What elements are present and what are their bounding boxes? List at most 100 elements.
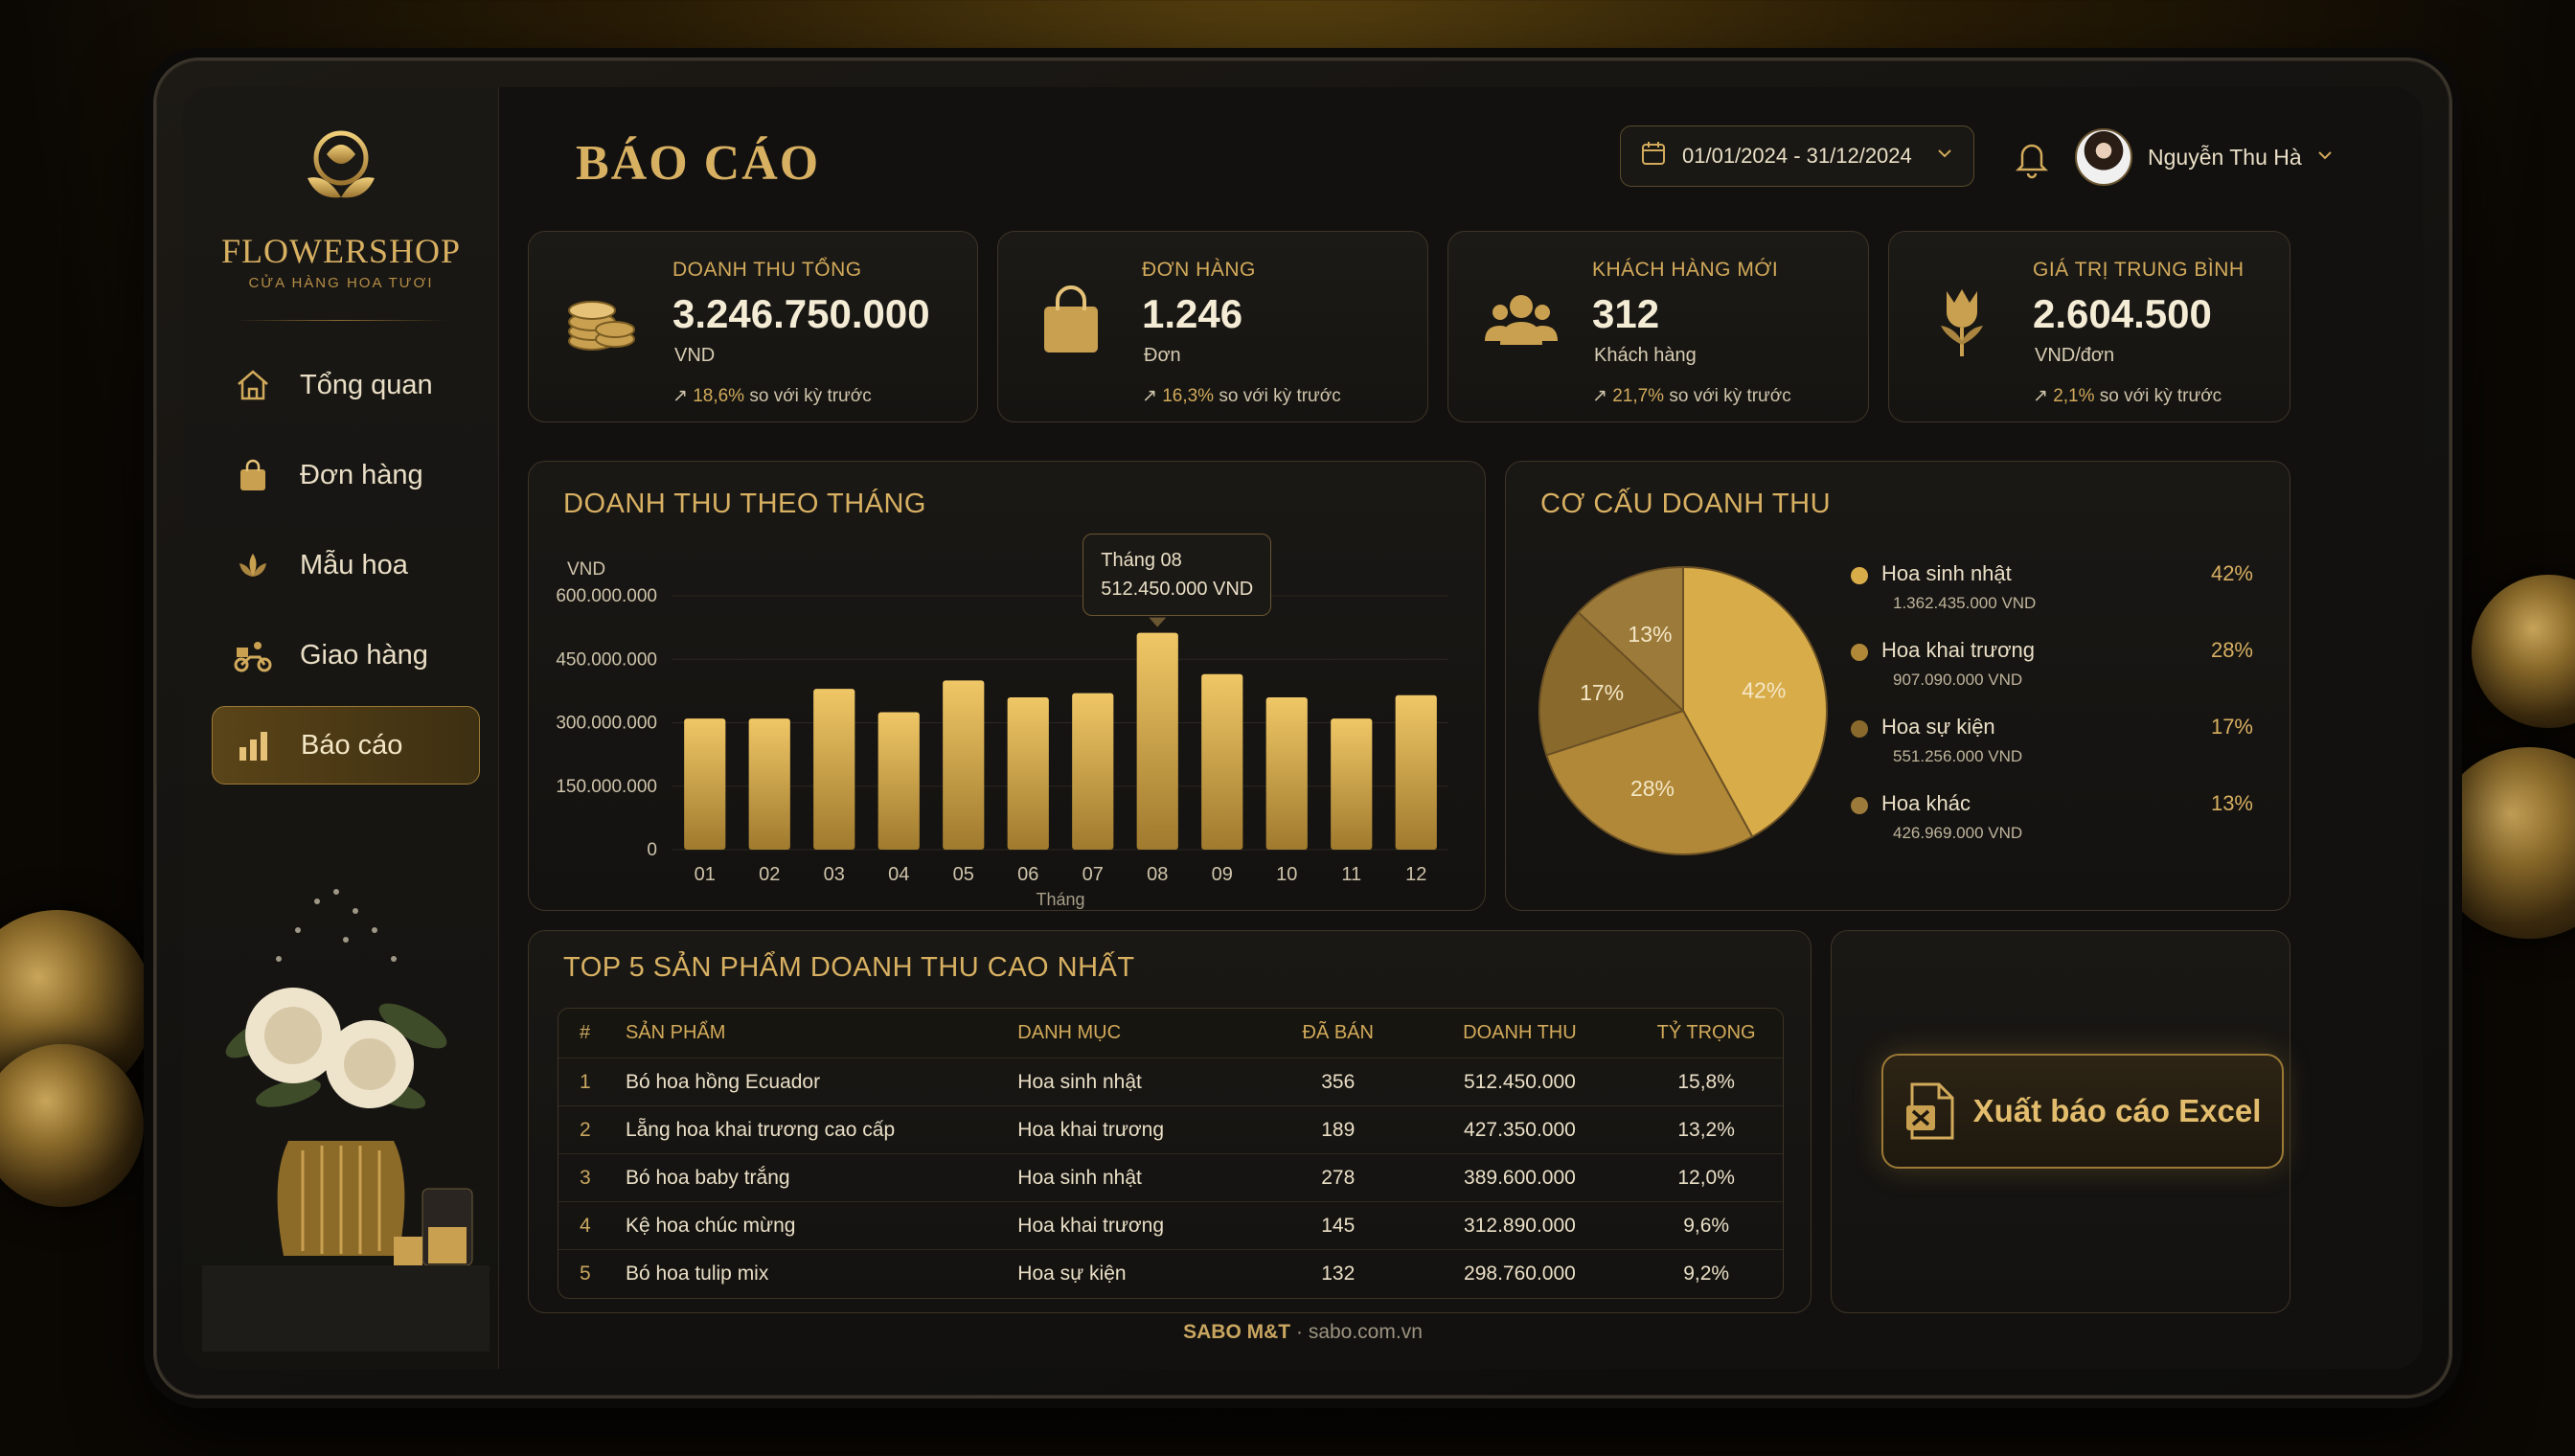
y-tick-label: 450.000.000	[556, 649, 657, 670]
legend-swatch	[1851, 797, 1868, 814]
rose-decoration	[0, 1044, 144, 1207]
x-tick-label: 12	[1405, 864, 1426, 885]
date-range-picker[interactable]: 01/01/2024 - 31/12/2024	[1620, 125, 1974, 187]
column-header: SẢN PHẨM	[625, 1022, 726, 1043]
x-tick-label: 03	[824, 864, 845, 885]
trend-value: 16,3%	[1162, 386, 1215, 406]
x-tick-label: 11	[1341, 864, 1361, 885]
sidebar-item-tong-quan[interactable]: Tổng quan	[212, 346, 480, 424]
table-cell: 278	[1321, 1166, 1356, 1189]
chevron-down-icon	[1935, 144, 1954, 169]
top-products-panel: TOP 5 SẢN PHẨM DOANH THU CAO NHẤT # SẢN …	[528, 930, 1812, 1313]
pie-slice-label: 13%	[1628, 622, 1672, 647]
export-excel-button[interactable]: Xuất báo cáo Excel	[1881, 1054, 2284, 1169]
x-tick-label: 04	[888, 864, 909, 885]
kpi-card-orders: ĐƠN HÀNG 1.246 Đơn ↗ 16,3% so với kỳ trư…	[997, 231, 1428, 422]
bar[interactable]	[748, 718, 790, 850]
delivery-scooter-icon	[231, 633, 275, 677]
bar[interactable]	[1136, 632, 1178, 850]
table-cell: 512.450.000	[1464, 1070, 1576, 1093]
legend-amount: 551.256.000 VND	[1893, 747, 2023, 765]
pie-slice[interactable]	[1682, 565, 1828, 838]
x-tick-label: 01	[695, 864, 716, 885]
column-header: ĐÃ BÁN	[1302, 1022, 1374, 1043]
kpi-trend: ↗ 21,7% so với kỳ trước	[1592, 386, 1791, 406]
table-cell: 312.890.000	[1464, 1214, 1576, 1237]
x-tick-label: 08	[1147, 864, 1168, 885]
y-tick-label: 0	[647, 840, 657, 860]
legend-percent: 42%	[2210, 561, 2253, 585]
users-icon	[1483, 282, 1560, 358]
table-header: # SẢN PHẨM DANH MỤC ĐÃ BÁN DOANH THU TỶ …	[558, 1009, 1783, 1058]
legend-item: Hoa sinh nhật 1.362.435.000 VND 42%	[1851, 557, 2253, 634]
panel-title: DOANH THU THEO THÁNG	[563, 489, 926, 519]
table-cell: 13,2%	[1677, 1118, 1735, 1141]
y-tick-label: 300.000.000	[556, 714, 657, 734]
table-cell: 298.760.000	[1464, 1263, 1576, 1285]
pie-slice-label: 42%	[1742, 677, 1786, 702]
table-cell: 4	[580, 1214, 591, 1237]
sidebar: FLOWERSHOP CỬA HÀNG HOA TƯƠI Tổng quan Đ…	[183, 87, 499, 1369]
bar[interactable]	[943, 680, 985, 850]
table-row[interactable]: 2 Lẵng hoa khai trương cao cấp Hoa khai tr…	[558, 1106, 1783, 1154]
rose-decoration	[2472, 575, 2575, 728]
sidebar-item-label: Giao hàng	[300, 639, 428, 671]
bar[interactable]	[1201, 673, 1243, 850]
table-cell: 9,2%	[1683, 1263, 1730, 1285]
bar[interactable]	[684, 718, 726, 850]
column-header: #	[580, 1022, 591, 1043]
export-button-label: Xuất báo cáo Excel	[1972, 1093, 2262, 1128]
y-tick-label: 150.000.000	[556, 777, 657, 797]
x-tick-label: 02	[759, 864, 780, 885]
brand-logo[interactable]: FLOWERSHOP CỬA HÀNG HOA TƯƠI	[183, 125, 499, 321]
table-cell: 427.350.000	[1464, 1118, 1576, 1141]
y-tick-label: 600.000.000	[556, 586, 657, 606]
kpi-value: 2.604.500	[2033, 291, 2212, 336]
pie-slice[interactable]	[1577, 565, 1684, 714]
monthly-revenue-panel: DOANH THU THEO THÁNG VND 0 150.000.000 300.…	[528, 461, 1486, 911]
user-menu[interactable]: Nguyễn Thu Hà	[2075, 125, 2335, 189]
revenue-structure-panel: CƠ CẤU DOANH THU 42% 28% 17% 13% Hoa sinh n…	[1505, 461, 2290, 911]
table-row[interactable]: 4 Kệ hoa chúc mừng Hoa khai trương 145 312.8…	[558, 1202, 1783, 1250]
bar[interactable]	[1331, 718, 1373, 850]
kpi-label: ĐƠN HÀNG	[1142, 259, 1256, 281]
table-row[interactable]: 1 Bó hoa hồng Ecuador Hoa sinh nhật 356 512.…	[558, 1058, 1783, 1106]
bar-chart-icon	[232, 723, 276, 767]
footer-site[interactable]: sabo.com.vn	[1308, 1321, 1423, 1343]
lotus-icon	[231, 543, 275, 587]
bar[interactable]	[813, 689, 855, 850]
table-cell: Bó hoa hồng Ecuador	[625, 1070, 821, 1093]
revenue-structure-pie: 42% 28% 17% 13%	[1538, 565, 1828, 855]
kpi-trend: ↗ 2,1% so với kỳ trước	[2033, 386, 2222, 406]
rose-decoration	[2433, 747, 2575, 939]
pie-slice[interactable]	[1538, 610, 1685, 757]
notification-bell-icon[interactable]	[2013, 137, 2051, 179]
legend-percent: 17%	[2210, 715, 2253, 739]
sidebar-item-bao-cao[interactable]: Báo cáo	[212, 706, 480, 785]
kpi-value: 1.246	[1142, 291, 1243, 336]
sidebar-item-mau-hoa[interactable]: Mẫu hoa	[212, 526, 480, 604]
table-cell: Bó hoa tulip mix	[625, 1263, 769, 1285]
bar[interactable]	[877, 712, 920, 850]
kpi-value: 312	[1592, 291, 1660, 336]
table-cell: Kệ hoa chúc mừng	[625, 1214, 796, 1237]
legend-item: Hoa khác 426.969.000 VND 13%	[1851, 787, 2253, 864]
bar[interactable]	[1072, 693, 1114, 850]
pie-slice[interactable]	[1545, 709, 1754, 855]
legend-name: Hoa khác	[1881, 791, 1971, 815]
sidebar-item-giao-hang[interactable]: Giao hàng	[212, 616, 480, 694]
sidebar-item-label: Báo cáo	[301, 729, 403, 761]
table-row[interactable]: 5 Bó hoa tulip mix Hoa sự kiện 132 298.760.0…	[558, 1250, 1783, 1298]
kpi-label: DOANH THU TỔNG	[672, 259, 862, 281]
sidebar-item-don-hang[interactable]: Đơn hàng	[212, 436, 480, 514]
column-header: TỶ TRỌNG	[1656, 1022, 1756, 1043]
coins-icon	[563, 282, 640, 358]
excel-icon	[1904, 1082, 1954, 1140]
dashboard-screen: FLOWERSHOP CỬA HÀNG HOA TƯƠI Tổng quan Đ…	[183, 87, 2423, 1369]
bar[interactable]	[1395, 694, 1437, 850]
table-row[interactable]: 3 Bó hoa baby trắng Hoa sinh nhật 278 389.60…	[558, 1154, 1783, 1202]
avatar	[2075, 128, 2132, 186]
bar[interactable]	[1265, 697, 1308, 850]
kpi-card-new-customers: KHÁCH HÀNG MỚI 312 Khách hàng ↗ 21,7% so…	[1447, 231, 1869, 422]
bar[interactable]	[1007, 697, 1049, 850]
